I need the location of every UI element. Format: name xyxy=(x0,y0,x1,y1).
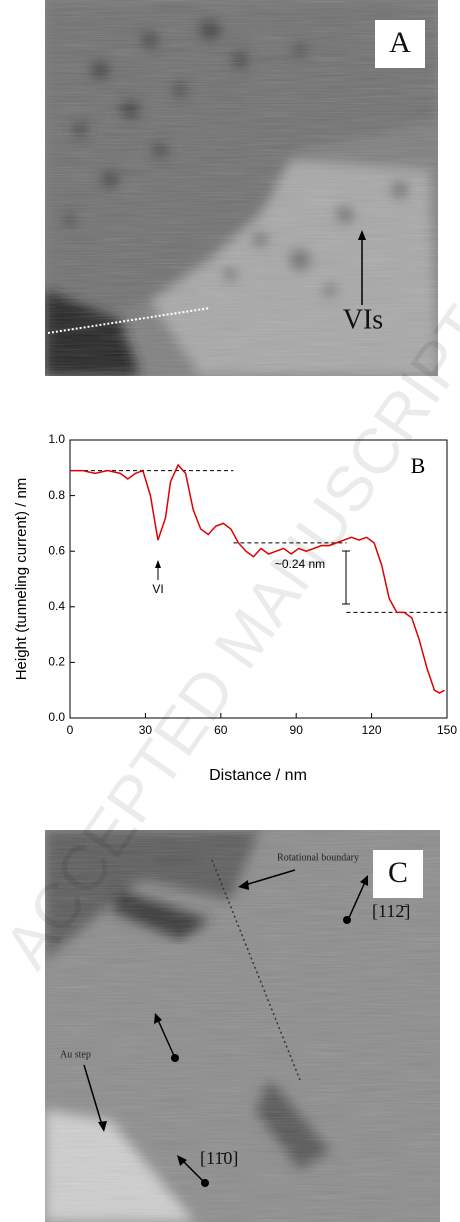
stm-image-a xyxy=(45,0,438,376)
data-line xyxy=(70,463,445,694)
annotation: Au step xyxy=(60,1049,91,1060)
annotation: [112̄] xyxy=(372,901,410,921)
y-tick-label: 0.8 xyxy=(48,488,65,502)
annotation: VI xyxy=(152,582,163,596)
y-axis-label: Height (tunneling current) / nm xyxy=(13,478,30,681)
y-tick-label: 0.0 xyxy=(48,710,65,724)
plot-frame xyxy=(69,439,448,719)
annotation: VIs xyxy=(343,304,383,335)
stm-image-c xyxy=(45,830,440,1222)
panel-label: C xyxy=(388,856,408,889)
y-tick-label: 0.4 xyxy=(48,599,65,613)
y-tick-label: 1.0 xyxy=(48,432,65,446)
annotation: [11̄0] xyxy=(200,1148,238,1168)
x-tick-label: 120 xyxy=(362,723,382,737)
bracket xyxy=(155,550,350,605)
panel-label: A xyxy=(389,26,411,59)
x-tick-label: 90 xyxy=(290,723,304,737)
annotation: Rotational boundary xyxy=(277,852,359,863)
x-tick-label: 60 xyxy=(214,723,228,737)
x-tick-label: 0 xyxy=(67,723,74,737)
annotation: ~0.24 nm xyxy=(275,557,325,571)
x-axis-label: Distance / nm xyxy=(209,767,307,784)
x-tick-label: 30 xyxy=(139,723,153,737)
x-tick-label: 150 xyxy=(437,723,457,737)
y-tick-label: 0.2 xyxy=(48,655,65,669)
y-tick-label: 0.6 xyxy=(48,543,65,557)
panel-label: B xyxy=(411,453,426,478)
